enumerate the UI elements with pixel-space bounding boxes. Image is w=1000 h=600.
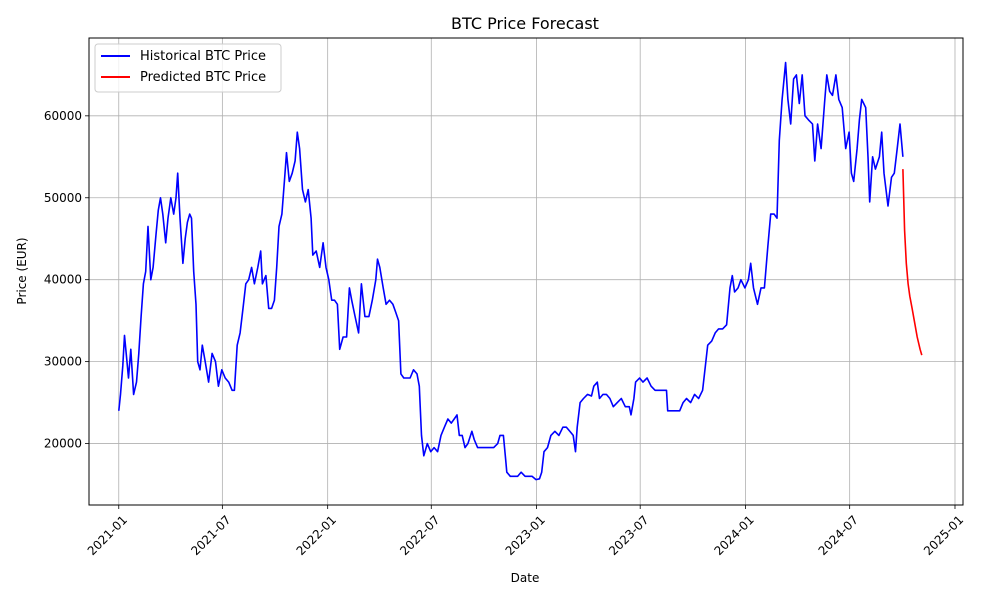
y-tick-label: 60000 <box>44 109 82 123</box>
legend-historical-label: Historical BTC Price <box>140 49 266 64</box>
y-tick-label: 30000 <box>44 355 82 369</box>
x-axis-label: Date <box>511 571 540 585</box>
legend-predicted-label: Predicted BTC Price <box>140 70 266 85</box>
predicted-price-line <box>902 169 923 356</box>
legend-box <box>94 43 282 93</box>
series-lines <box>118 61 923 481</box>
y-tick-label: 50000 <box>44 191 82 205</box>
historical-price-line <box>118 61 904 481</box>
y-tick-label: 20000 <box>44 437 82 451</box>
legend: Historical BTC Price Predicted BTC Price <box>94 43 282 93</box>
y-axis-label: Price (EUR) <box>15 237 29 304</box>
chart-title: BTC Price Forecast <box>451 14 599 33</box>
plot-frame <box>88 37 964 506</box>
y-tick-label: 40000 <box>44 273 82 287</box>
